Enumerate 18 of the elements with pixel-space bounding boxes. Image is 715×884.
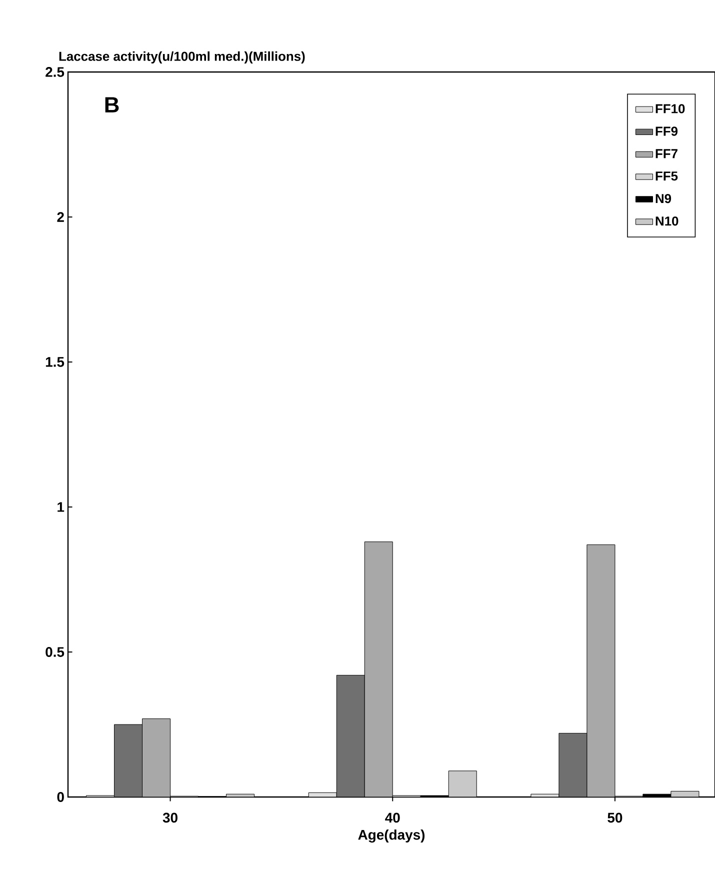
y-tick-label: 0.5 (46, 647, 64, 657)
x-tick-label: 50 (608, 812, 622, 823)
y-tick-label: 2 (57, 212, 64, 222)
legend-label: FF5 (656, 172, 678, 181)
y-tick-label: 0 (57, 792, 64, 802)
x-tick-label: 30 (162, 812, 178, 823)
y-tick-label: 2.5 (46, 67, 64, 77)
legend-label: N9 (656, 194, 672, 204)
legend-label: N10 (656, 216, 678, 226)
x-axis-title: Age(days) (358, 830, 425, 843)
legend-label: FF9 (656, 126, 678, 136)
legend-label: FF7 (656, 149, 678, 158)
legend-label: FF10 (656, 104, 685, 114)
y-axis-title: Laccase activity(u/100ml med.)(Millions) (59, 51, 305, 64)
x-tick-label: 40 (385, 812, 400, 823)
y-tick-label: 1 (58, 502, 64, 512)
annotation: B (105, 97, 119, 112)
y-tick-label: 1.5 (46, 357, 64, 367)
